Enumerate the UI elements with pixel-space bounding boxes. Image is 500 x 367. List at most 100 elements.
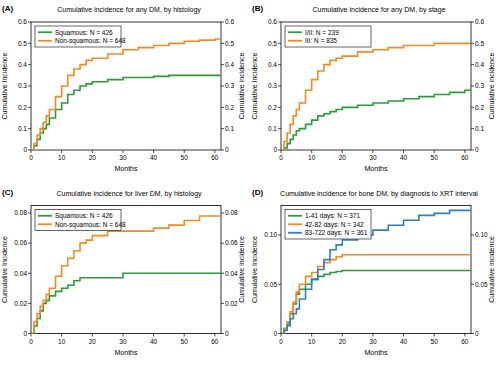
x-tick xyxy=(92,334,93,337)
y-tick-label: 0.6 xyxy=(18,18,27,25)
x-axis-label: Months xyxy=(365,165,388,172)
data-group xyxy=(281,210,471,333)
y-tick-label: 0.1 xyxy=(268,125,277,132)
y-tick-label: 0.4 xyxy=(268,61,277,68)
y2-tick xyxy=(221,22,224,23)
series-line xyxy=(281,270,471,333)
y2-tick-label: 0.02 xyxy=(225,300,238,307)
x-tick xyxy=(342,150,343,153)
legend-label: Non-squamous: N = 648 xyxy=(55,37,126,45)
y2-tick xyxy=(221,333,224,334)
x-tick xyxy=(31,150,32,153)
legend-label: Non-squamous: N = 648 xyxy=(55,221,126,229)
x-tick-label: 60 xyxy=(211,338,219,345)
panel-label: (A) xyxy=(2,4,13,13)
panel-label: (D) xyxy=(252,188,263,197)
y2-tick-label: 0.4 xyxy=(225,61,234,68)
legend-swatch xyxy=(38,40,52,42)
panel-label: (C) xyxy=(2,188,13,197)
y2-tick xyxy=(471,107,474,108)
y2-tick-label: 0 xyxy=(225,146,229,153)
y2-tick-label: 0.3 xyxy=(225,82,234,89)
y2-tick xyxy=(471,284,474,285)
y2-tick xyxy=(471,43,474,44)
y-tick-label: 0 xyxy=(273,146,277,153)
y-tick xyxy=(278,107,281,108)
x-tick xyxy=(184,334,185,337)
legend-label: Squamous: N = 426 xyxy=(55,212,113,220)
legend: 1-41 days: N = 37142-82 days: N = 34283-… xyxy=(285,210,371,240)
x-tick-label: 40 xyxy=(400,154,408,161)
y-tick-label: 0.04 xyxy=(14,270,27,277)
legend: I/II: N = 239III: N = 835 xyxy=(285,26,371,47)
y-tick-label: 0.5 xyxy=(18,40,27,47)
y-tick xyxy=(28,107,31,108)
series-line xyxy=(31,39,221,150)
title: Cumulative incidence for any DM, by hist… xyxy=(57,6,201,14)
data-group xyxy=(31,216,221,333)
legend-swatch xyxy=(288,31,302,33)
y-tick-label: 0.2 xyxy=(18,104,27,111)
y2-tick-label: 0.6 xyxy=(225,18,234,25)
y2-tick xyxy=(221,150,224,151)
x-tick xyxy=(372,150,373,153)
panel: (C) Cumulative incidence for liver DM, by… xyxy=(1,188,245,356)
y2-tick-label: 0.3 xyxy=(475,82,484,89)
y2-tick-label: 0.1 xyxy=(225,125,234,132)
y2-axis-label: Cumulative incidence xyxy=(488,53,495,120)
x-tick-label: 10 xyxy=(308,154,316,161)
x-tick-label: 40 xyxy=(150,154,158,161)
y-tick xyxy=(278,86,281,87)
y-axis-label: Cumulative Incidence xyxy=(1,236,8,303)
y-tick-label: 0.3 xyxy=(268,82,277,89)
title: Cumulative incidence for liver DM, by hi… xyxy=(56,190,202,198)
x-tick-label: 50 xyxy=(181,154,189,161)
x-tick xyxy=(434,150,435,153)
panel: (B)Cumulative incidence for any DM, by s… xyxy=(251,4,495,172)
legend-swatch xyxy=(288,40,302,42)
y-tick xyxy=(28,22,31,23)
y-tick xyxy=(28,43,31,44)
y2-tick xyxy=(471,128,474,129)
series-line xyxy=(31,75,221,150)
y2-tick-label: 0.5 xyxy=(475,40,484,47)
y2-tick xyxy=(221,43,224,44)
x-tick xyxy=(184,150,185,153)
y-tick-label: 0.10 xyxy=(264,231,277,238)
x-tick xyxy=(403,334,404,337)
x-tick xyxy=(403,150,404,153)
y2-tick-label: 0.10 xyxy=(475,231,488,238)
x-axis-label: Months xyxy=(365,349,388,356)
legend-swatch xyxy=(38,31,52,33)
y-tick xyxy=(278,235,281,236)
y2-tick xyxy=(221,303,224,304)
x-tick-label: 50 xyxy=(431,154,439,161)
y2-axis-label: Cumulative incidence xyxy=(488,236,495,303)
title: Cumulative incidence for bone DM, by dia… xyxy=(280,190,478,198)
x-tick xyxy=(92,150,93,153)
y-tick xyxy=(28,128,31,129)
y2-tick xyxy=(471,86,474,87)
x-tick-label: 40 xyxy=(150,338,158,345)
panel: (A) Cumulative incidence for any DM, by h… xyxy=(1,4,245,172)
y-axis-label: Cumulative Incidence xyxy=(1,52,8,119)
data-group xyxy=(281,43,471,150)
x-tick xyxy=(61,334,62,337)
x-tick-label: 60 xyxy=(461,338,469,345)
y2-axis-label: Cumulative incidence xyxy=(238,236,245,303)
x-axis-label: Months xyxy=(115,349,138,356)
x-axis-label: Months xyxy=(115,165,138,172)
y2-tick xyxy=(221,213,224,214)
x-tick-label: 60 xyxy=(211,154,219,161)
x-tick-label: 0 xyxy=(29,338,33,345)
panel: (D) Cumulative incidence for bone DM, by … xyxy=(251,188,495,356)
legend-box xyxy=(285,26,371,47)
x-tick xyxy=(214,334,215,337)
plot-frame xyxy=(31,22,221,150)
y-tick-label: 0 xyxy=(23,330,27,337)
x-tick xyxy=(464,150,465,153)
x-tick xyxy=(281,334,282,337)
y-tick xyxy=(278,150,281,151)
x-tick xyxy=(122,334,123,337)
y-tick-label: 0.02 xyxy=(14,300,27,307)
